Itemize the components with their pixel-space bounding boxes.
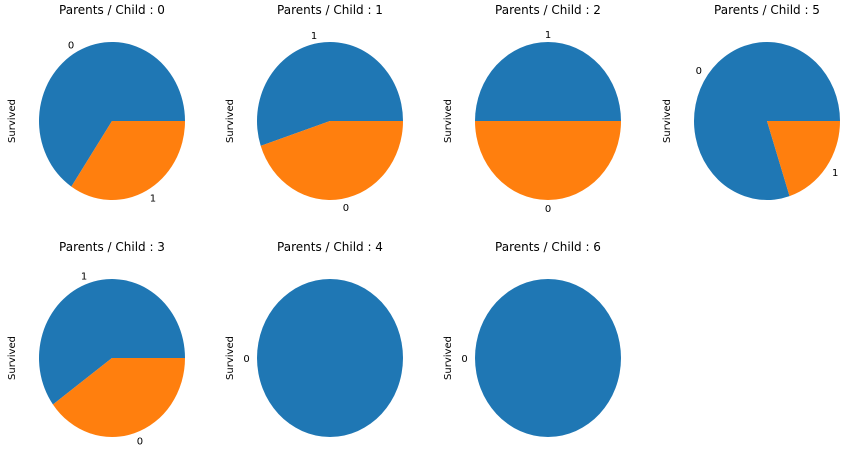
pie-title: Parents / Child : 2	[495, 3, 601, 17]
pie-slice	[52, 358, 185, 438]
pie-slice	[71, 121, 185, 201]
pie-panel-0: Parents / Child : 0 Survived 0 1	[7, 3, 185, 205]
pie-panel-5: Parents / Child : 4 Survived 0	[225, 240, 403, 437]
pie-ylabel: Survived	[443, 336, 454, 380]
pie-slice-label: 0	[696, 66, 702, 77]
pie-slice	[475, 279, 621, 437]
pie-slice	[38, 42, 185, 187]
pie-ylabel: Survived	[662, 99, 673, 143]
pie-slice-label: 0	[243, 354, 249, 365]
pie-slice-label: 1	[150, 194, 156, 205]
pie-slice-label: 0	[343, 203, 349, 214]
pie-title: Parents / Child : 6	[495, 240, 601, 254]
pie-slice-label: 1	[311, 31, 317, 42]
pie-slice-label: 1	[545, 30, 551, 41]
pie-ylabel: Survived	[225, 336, 236, 380]
pie-ylabel: Survived	[7, 336, 18, 380]
pie-slice	[767, 121, 840, 197]
pie-slice-label: 0	[68, 40, 74, 51]
pie-slice-label: 0	[545, 204, 551, 215]
pie-title: Parents / Child : 4	[277, 240, 383, 254]
pie-slice-label: 0	[461, 354, 467, 365]
pie-panel-6: Parents / Child : 6 Survived 0	[443, 240, 621, 437]
pie-slice	[260, 121, 403, 200]
pie-slice	[257, 41, 403, 146]
pie-ylabel: Survived	[443, 99, 454, 143]
pie-slice	[257, 279, 403, 437]
pie-slice-label: 1	[832, 168, 838, 179]
pie-title: Parents / Child : 3	[59, 240, 165, 254]
pie-slice	[38, 279, 186, 405]
pie-panel-2: Parents / Child : 2 Survived 1 0	[443, 3, 621, 215]
pie-slice	[694, 41, 840, 200]
pie-slice	[475, 42, 621, 121]
pie-title: Parents / Child : 5	[714, 3, 820, 17]
pie-ylabel: Survived	[7, 99, 18, 143]
pie-slice	[475, 121, 621, 200]
pie-panel-3: Parents / Child : 5 Survived 0 1	[662, 3, 840, 200]
pie-title: Parents / Child : 1	[277, 3, 383, 17]
pie-slice-label: 0	[137, 437, 143, 448]
pie-ylabel: Survived	[225, 99, 236, 143]
pie-title: Parents / Child : 0	[59, 3, 165, 17]
pie-panel-4: Parents / Child : 3 Survived 1 0	[7, 240, 186, 448]
pie-panel-1: Parents / Child : 1 Survived 1 0	[225, 3, 403, 214]
pie-slice-label: 1	[81, 271, 87, 282]
